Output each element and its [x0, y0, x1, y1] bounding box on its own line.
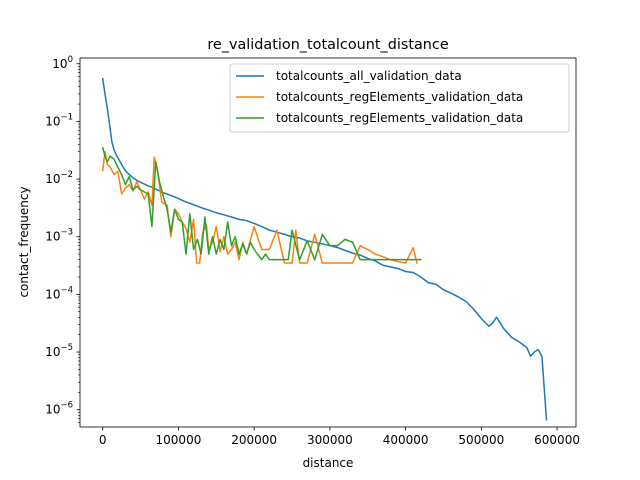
series-line-2	[101, 150, 418, 264]
legend: totalcounts_all_validation_data totalcoun…	[229, 63, 570, 133]
x-tick-label: 0	[99, 433, 107, 447]
plot-area	[101, 77, 548, 421]
legend-box	[229, 63, 570, 133]
y-tick-label: 10−4	[45, 285, 73, 301]
x-axis: 0 100000 200000 300000 400000 500000 600000	[99, 427, 580, 447]
x-tick-label: 400000	[383, 433, 429, 447]
x-tick-label: 200000	[231, 433, 277, 447]
legend-label-1: totalcounts_all_validation_data	[276, 69, 462, 83]
legend-label-2: totalcounts_regElements_validation_data	[276, 90, 523, 104]
y-tick-label: 100	[52, 55, 73, 71]
x-axis-label: distance	[303, 456, 354, 470]
y-tick-label: 10−6	[45, 401, 73, 417]
y-axis: 100 10−1 10−2 10−3 10−4 10−5 10−6	[45, 55, 80, 423]
y-tick-label: 10−3	[45, 228, 73, 244]
y-tick-label: 10−2	[45, 170, 73, 186]
x-tick-label: 100000	[156, 433, 202, 447]
x-tick-label: 300000	[307, 433, 353, 447]
y-axis-label: contact_frequency	[17, 186, 31, 297]
series-line-1	[101, 77, 548, 421]
y-tick-label: 10−1	[45, 112, 73, 128]
legend-label-3: totalcounts_regElements_validation_data	[276, 111, 523, 125]
x-tick-label: 600000	[534, 433, 580, 447]
series-line-3	[101, 146, 422, 261]
x-tick-label: 500000	[458, 433, 504, 447]
y-tick-label: 10−5	[45, 343, 73, 359]
chart-title: re_validation_totalcount_distance	[207, 37, 449, 53]
